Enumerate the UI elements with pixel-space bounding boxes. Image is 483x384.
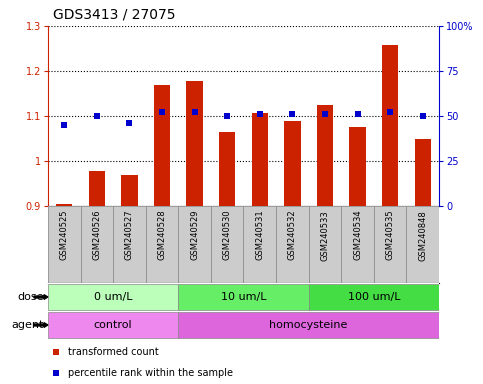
Bar <box>341 206 374 283</box>
Text: GSM240534: GSM240534 <box>353 210 362 260</box>
Text: GSM240532: GSM240532 <box>288 210 297 260</box>
Bar <box>48 206 81 283</box>
Text: GSM240530: GSM240530 <box>223 210 232 260</box>
Bar <box>113 206 146 283</box>
Text: GSM240528: GSM240528 <box>157 210 167 260</box>
Text: GSM240525: GSM240525 <box>60 210 69 260</box>
Text: GSM240848: GSM240848 <box>418 210 427 261</box>
Text: 0 um/L: 0 um/L <box>94 292 132 302</box>
Bar <box>154 84 170 206</box>
Text: GSM240527: GSM240527 <box>125 210 134 260</box>
Bar <box>186 81 203 206</box>
Text: transformed count: transformed count <box>68 347 158 357</box>
Bar <box>349 127 366 206</box>
Bar <box>48 285 178 310</box>
Bar <box>219 132 235 206</box>
Bar <box>276 206 309 283</box>
Bar <box>81 206 113 283</box>
Text: GDS3413 / 27075: GDS3413 / 27075 <box>53 8 175 22</box>
Bar <box>146 206 178 283</box>
Bar <box>374 206 406 283</box>
Text: dose: dose <box>17 292 44 302</box>
Bar <box>121 174 138 206</box>
Text: percentile rank within the sample: percentile rank within the sample <box>68 368 232 378</box>
Text: 10 um/L: 10 um/L <box>221 292 266 302</box>
Bar <box>178 313 439 338</box>
Bar <box>89 171 105 206</box>
Bar <box>211 206 243 283</box>
Bar <box>178 285 309 310</box>
Text: GSM240531: GSM240531 <box>256 210 264 260</box>
Text: GSM240535: GSM240535 <box>385 210 395 260</box>
Bar <box>406 206 439 283</box>
Text: GSM240533: GSM240533 <box>320 210 329 261</box>
Bar <box>382 45 398 206</box>
Text: GSM240526: GSM240526 <box>92 210 101 260</box>
Bar <box>178 206 211 283</box>
Bar <box>56 204 72 206</box>
Bar <box>252 113 268 206</box>
Bar <box>48 313 178 338</box>
Text: homocysteine: homocysteine <box>270 320 348 330</box>
Bar <box>309 285 439 310</box>
Text: agent: agent <box>12 320 44 330</box>
Bar <box>243 206 276 283</box>
Bar <box>317 105 333 206</box>
Text: control: control <box>94 320 132 330</box>
Text: GSM240529: GSM240529 <box>190 210 199 260</box>
Bar <box>284 121 300 206</box>
Bar <box>414 139 431 206</box>
Text: 100 um/L: 100 um/L <box>348 292 400 302</box>
Bar <box>309 206 341 283</box>
